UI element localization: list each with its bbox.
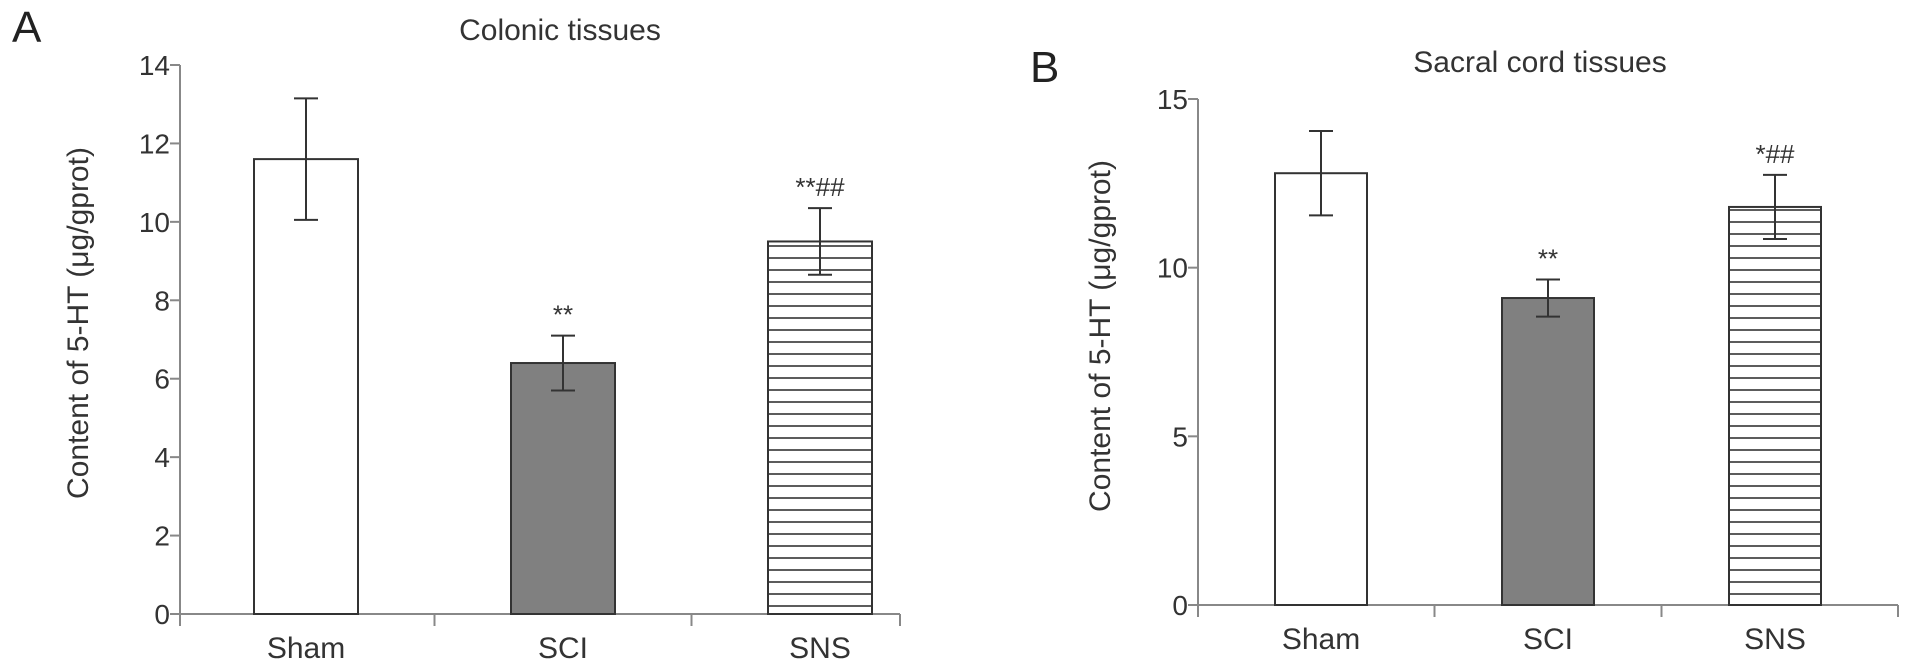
chart-panel-a: A Colonic tissues Content of 5-HT (μg/gp…: [12, 3, 901, 665]
chart-panel-b: B Sacral cord tissues Content of 5-HT (μ…: [1030, 43, 1899, 656]
significance-label: **##: [795, 172, 845, 202]
error-bar-sci: [551, 334, 575, 392]
x-tick-label: Sham: [267, 632, 345, 665]
y-tick-label: 10: [139, 207, 170, 238]
bar-sham: [1274, 172, 1368, 606]
x-tick-label: SNS: [1744, 623, 1806, 656]
error-bar-sham: [294, 97, 318, 221]
significance-label: **: [553, 300, 573, 330]
significance-label: **: [1538, 243, 1558, 273]
significance-label: *##: [1755, 139, 1795, 169]
x-tick-label: SNS: [789, 632, 851, 665]
y-tick-label: 0: [1172, 590, 1188, 621]
x-tick-label: SCI: [538, 632, 588, 665]
y-tick-label: 10: [1157, 253, 1188, 284]
chart-title: Colonic tissues: [459, 14, 661, 47]
y-tick-label: 6: [154, 364, 170, 395]
x-tick-label: Sham: [1282, 623, 1360, 656]
error-bar-sns: [1763, 173, 1787, 240]
y-tick-label: 2: [154, 521, 170, 552]
y-tick-label: 12: [139, 128, 170, 159]
error-bar-sns: [808, 207, 832, 276]
y-tick-label: 8: [154, 285, 170, 316]
x-tick-label: SCI: [1523, 623, 1573, 656]
y-axis-label: Content of 5-HT (μg/gprot): [1084, 160, 1117, 512]
bar-sci: [510, 362, 616, 615]
y-tick-label: 15: [1157, 84, 1188, 115]
bar-sns: [767, 240, 873, 615]
bar-sns: [1728, 205, 1822, 607]
bar-sci: [1501, 297, 1595, 606]
y-tick-label: 14: [139, 50, 170, 81]
y-tick-label: 4: [154, 442, 170, 473]
y-tick-label: 0: [154, 599, 170, 630]
bar-sham: [253, 158, 359, 615]
panel-letter: A: [12, 3, 42, 52]
y-axis-label: Content of 5-HT (μg/gprot): [62, 147, 95, 499]
error-bar-sham: [1309, 130, 1333, 217]
chart-title: Sacral cord tissues: [1413, 46, 1666, 79]
panel-letter: B: [1030, 43, 1059, 92]
y-tick-label: 5: [1172, 421, 1188, 452]
error-bar-sci: [1536, 278, 1560, 318]
